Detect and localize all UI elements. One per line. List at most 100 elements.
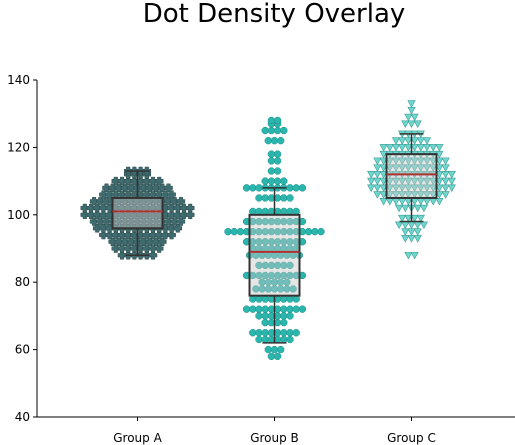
data-point: [185, 210, 195, 220]
data-point: [145, 183, 155, 193]
data-point: [114, 197, 124, 206]
dot-layer: [80, 100, 456, 360]
data-point: [261, 194, 269, 202]
data-point: [185, 203, 195, 213]
data-point: [255, 271, 263, 280]
data-point: [89, 217, 99, 226]
data-point: [114, 237, 124, 247]
data-point: [277, 278, 285, 286]
data-point: [286, 335, 294, 344]
data-point: [270, 251, 279, 259]
data-point: [148, 250, 158, 260]
data-point: [373, 177, 382, 186]
data-point: [123, 244, 133, 253]
data-point: [391, 144, 401, 152]
data-point: [179, 210, 189, 220]
data-point: [161, 190, 170, 199]
data-point: [280, 177, 288, 185]
data-point: [249, 184, 257, 192]
data-point: [139, 183, 148, 193]
data-point: [429, 198, 438, 206]
data-point: [264, 278, 272, 286]
data-point: [99, 190, 108, 199]
data-point: [286, 184, 294, 192]
data-point: [261, 207, 269, 216]
data-point: [167, 203, 176, 213]
data-point: [114, 183, 124, 193]
data-point: [255, 335, 263, 344]
data-point: [123, 176, 133, 186]
data-point: [401, 204, 410, 213]
data-point: [401, 221, 410, 230]
data-point: [274, 271, 282, 280]
data-point: [255, 184, 263, 192]
data-point: [176, 197, 186, 206]
data-point: [422, 144, 432, 152]
axes: 40 60 80 100 120 140 Group A Group B Group C: [7, 73, 515, 445]
data-point: [286, 312, 294, 320]
data-point: [267, 295, 275, 303]
data-point: [154, 230, 164, 240]
data-point: [274, 126, 282, 135]
data-point: [274, 329, 282, 337]
data-point: [280, 207, 288, 216]
data-point: [136, 230, 145, 240]
data-point: [92, 210, 102, 220]
data-point: [410, 113, 419, 122]
data-point: [161, 224, 170, 233]
data-point: [274, 167, 282, 175]
data-point: [270, 285, 279, 293]
data-point: [261, 312, 269, 320]
data-point: [154, 176, 164, 186]
data-point: [145, 197, 155, 206]
x-tick-label: Group C: [387, 431, 436, 445]
data-point: [148, 176, 158, 186]
box-iqr: [385, 153, 438, 199]
data-point: [255, 217, 263, 226]
data-point: [394, 221, 404, 230]
data-point: [274, 157, 282, 165]
data-point: [136, 176, 145, 186]
data-point: [99, 210, 108, 220]
data-point: [422, 198, 432, 206]
data-point: [398, 137, 407, 145]
data-point: [286, 207, 294, 216]
data-point: [435, 198, 444, 206]
data-point: [373, 171, 382, 179]
data-point: [441, 171, 450, 179]
data-point: [261, 238, 269, 246]
y-tick-label: 80: [15, 275, 30, 289]
data-point: [123, 210, 133, 220]
data-point: [274, 207, 282, 216]
data-point: [292, 305, 300, 313]
data-point: [286, 305, 294, 313]
data-point: [267, 157, 275, 165]
data-point: [286, 329, 294, 337]
data-point: [105, 203, 114, 213]
data-point: [258, 285, 266, 293]
data-point: [311, 228, 319, 236]
data-point: [117, 250, 127, 260]
box-iqr: [111, 196, 164, 230]
y-tick-label: 120: [7, 140, 30, 154]
data-point: [133, 197, 142, 206]
data-point: [280, 238, 288, 246]
data-point: [102, 217, 111, 226]
data-point: [255, 295, 263, 303]
data-point: [367, 177, 376, 186]
data-point: [441, 184, 450, 193]
data-point: [255, 228, 263, 236]
data-point: [398, 214, 407, 223]
data-point: [267, 194, 275, 202]
data-point: [267, 305, 275, 313]
data-point: [267, 167, 275, 175]
data-point: [176, 217, 186, 226]
data-point: [280, 295, 288, 303]
data-point: [105, 224, 114, 233]
data-point: [127, 237, 136, 247]
data-point: [261, 329, 269, 337]
data-point: [410, 214, 419, 223]
data-point: [108, 183, 117, 193]
data-point: [277, 251, 285, 259]
